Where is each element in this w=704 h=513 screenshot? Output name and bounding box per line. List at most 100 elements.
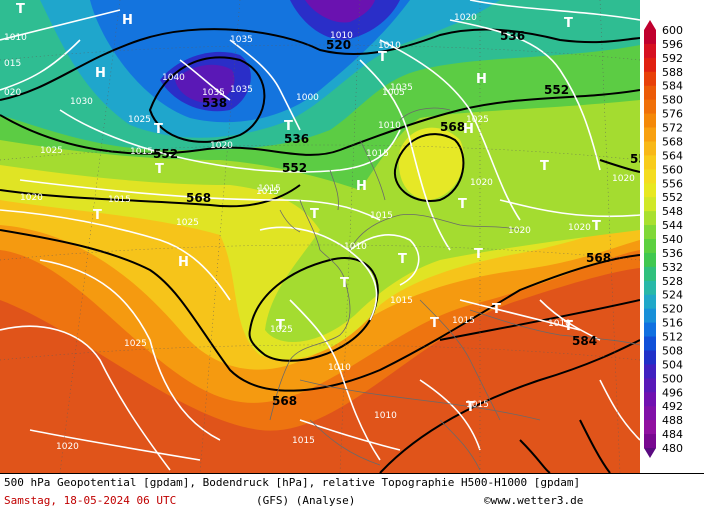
legend-label: 596 (662, 38, 683, 51)
pressure-label: 1010 (378, 121, 401, 131)
legend-label: 544 (662, 219, 683, 232)
geopotential-label: 568 (272, 394, 297, 408)
legend-swatch (644, 85, 656, 101)
legend-label: 508 (662, 344, 683, 357)
pressure-label: 1010 (548, 319, 571, 329)
legend-label: 512 (662, 331, 683, 344)
map-labels: 1010 015 020 1035 1040 1035 1035 1030 1025 1020 10… (4, 2, 640, 452)
pressure-label: 015 (4, 59, 21, 69)
legend-swatch (644, 294, 656, 310)
legend-swatch (644, 183, 656, 198)
legend-label: 584 (662, 80, 683, 93)
geopotential-label: 552 (544, 83, 569, 97)
pressure-label: 1020 (56, 442, 79, 452)
geopotential-label: 584 (572, 334, 597, 348)
legend-bar: 6005965925885845805765725685645605565525… (644, 20, 683, 458)
pressure-label: 1005 (382, 88, 405, 98)
geopotential-label: 552 (282, 161, 307, 175)
pressure-label: 1010 (328, 363, 351, 373)
footer: 500 hPa Geopotential [gpdam], Bodendruck… (0, 473, 704, 513)
legend-label: 480 (662, 442, 683, 455)
pressure-label: 1035 (230, 85, 253, 95)
pressure-label: 1015 (108, 195, 131, 205)
low-pressure-marker: T (276, 318, 285, 333)
geopotential-label: 520 (326, 38, 351, 52)
pressure-label: 1020 (612, 174, 635, 184)
legend-swatch (644, 197, 656, 212)
high-pressure-marker: H (95, 66, 106, 81)
low-pressure-marker: T (93, 208, 102, 223)
geopotential-label: 536 (500, 29, 525, 43)
legend-swatch (644, 252, 656, 268)
legend-swatch (644, 211, 656, 226)
low-pressure-marker: T (430, 316, 439, 331)
legend-swatch (644, 266, 656, 282)
legend-label: 496 (662, 386, 683, 399)
legend-label: 504 (662, 358, 683, 371)
legend-label: 576 (662, 108, 683, 121)
low-pressure-marker: T (310, 207, 319, 222)
legend-swatch (644, 378, 656, 393)
legend-label: 488 (662, 414, 683, 427)
pressure-label: 1010 (344, 242, 367, 252)
pressure-label: 1020 (470, 178, 493, 188)
pressure-label: 1020 (508, 226, 531, 236)
low-pressure-marker: T (592, 219, 601, 234)
legend-swatch (644, 141, 656, 156)
legend-label: 552 (662, 191, 683, 204)
legend-label: 484 (662, 428, 683, 441)
pressure-label: 1035 (230, 35, 253, 45)
legend-swatch (644, 99, 656, 115)
pressure-label: 1015 (370, 211, 393, 221)
low-pressure-marker: T (340, 276, 349, 291)
graticule (0, 0, 640, 473)
pressure-label: 1015 (452, 316, 475, 326)
high-pressure-marker: H (476, 72, 487, 87)
legend-swatch (644, 169, 656, 184)
legend-swatch (644, 57, 656, 73)
legend-swatch (644, 308, 656, 324)
low-pressure-marker: T (466, 400, 475, 415)
copyright-link[interactable]: ©www.wetter3.de (484, 494, 584, 507)
pressure-label: 1025 (176, 218, 199, 228)
legend-swatch (644, 420, 656, 435)
legend-swatch (644, 30, 656, 45)
pressure-label: 1030 (70, 97, 93, 107)
pressure-label: 1010 (330, 31, 353, 41)
legend-label: 592 (662, 52, 683, 65)
legend-swatch (644, 434, 656, 449)
pressure-label: 1025 (40, 146, 63, 156)
legend-label: 536 (662, 247, 683, 260)
high-pressure-marker: H (122, 13, 133, 28)
legend-label: 548 (662, 205, 683, 218)
legend-arrow-top (644, 20, 656, 30)
pressure-label: 1000 (296, 93, 319, 103)
pressure-label: 1025 (128, 115, 151, 125)
low-pressure-marker: T (492, 302, 501, 317)
low-pressure-marker: T (154, 122, 163, 137)
legend-swatch (644, 155, 656, 170)
geopotential-label: 55 (630, 152, 640, 166)
legend-label: 568 (662, 135, 683, 148)
pressure-label: 1010 (4, 33, 27, 43)
legend-label: 600 (662, 24, 683, 37)
legend-swatch (644, 322, 656, 338)
geopotential-label: 538 (202, 96, 227, 110)
legend-label: 520 (662, 303, 683, 316)
pressure-label: 1010 (378, 41, 401, 51)
geopotential-isolines (0, 28, 640, 473)
pressure-label: 1040 (162, 73, 185, 83)
geopotential-label: 552 (153, 147, 178, 161)
legend-label: 500 (662, 372, 683, 385)
geopotential-label: 568 (186, 191, 211, 205)
legend-label: 540 (662, 233, 683, 246)
high-pressure-marker: H (463, 122, 474, 137)
legend-label: 560 (662, 163, 683, 176)
pressure-label: 1020 (20, 193, 43, 203)
high-pressure-marker: H (356, 179, 367, 194)
pressure-label: 1015 (466, 400, 489, 410)
geopotential-label: 568 (586, 251, 611, 265)
pressure-label: 1015 (258, 184, 281, 194)
legend-swatch (644, 364, 656, 379)
legend-label: 588 (662, 66, 683, 79)
